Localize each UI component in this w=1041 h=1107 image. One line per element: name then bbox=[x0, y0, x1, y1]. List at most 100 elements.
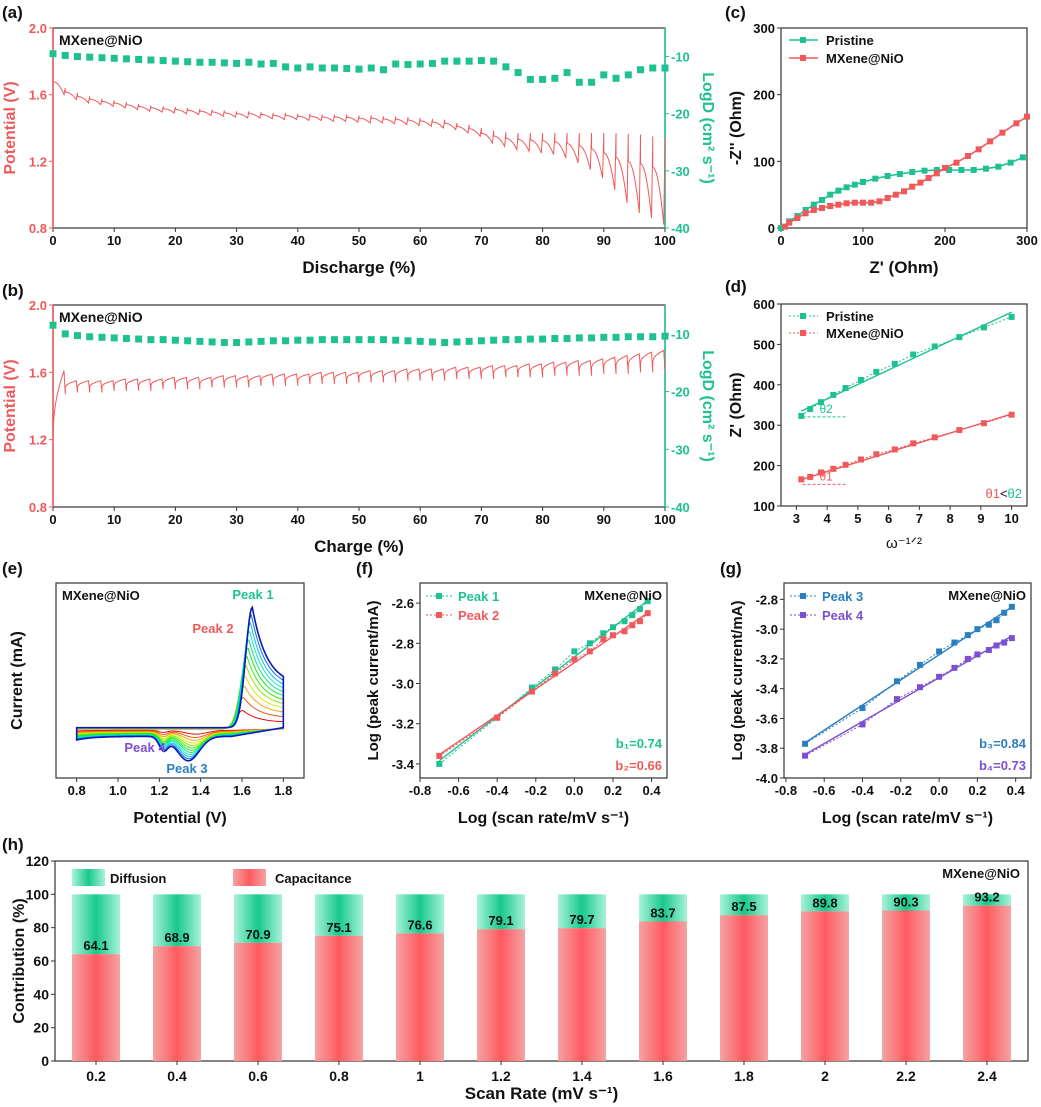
y-axis-title: -Z'' (Ohm) bbox=[728, 91, 745, 165]
x-tick-label: 0.2 bbox=[86, 1068, 106, 1084]
logd-marker bbox=[367, 336, 375, 344]
x-tick-label: 40 bbox=[291, 233, 305, 248]
data-marker bbox=[980, 420, 987, 427]
y-tick-label: 100 bbox=[26, 886, 50, 902]
logd-marker bbox=[624, 333, 632, 341]
logd-marker bbox=[318, 64, 326, 72]
logd-marker bbox=[269, 337, 277, 345]
data-marker bbox=[494, 714, 501, 721]
logd-marker bbox=[649, 64, 657, 72]
logd-marker bbox=[379, 66, 387, 74]
data-marker bbox=[909, 169, 916, 175]
x-axis-title: Discharge (%) bbox=[302, 258, 415, 277]
x-tick-label: 40 bbox=[291, 512, 305, 527]
logd-marker bbox=[428, 338, 436, 346]
legend-label: Pristine bbox=[826, 309, 874, 324]
y-tick-label: 40 bbox=[33, 986, 49, 1002]
data-marker bbox=[827, 203, 834, 209]
y-tick-label: -3.0 bbox=[392, 677, 414, 692]
panel-label: (e) bbox=[2, 559, 23, 578]
x-tick-label: -0.2 bbox=[525, 783, 547, 798]
data-marker bbox=[958, 167, 965, 173]
x-tick-label: 6 bbox=[885, 511, 892, 526]
x-tick-label: -0.4 bbox=[851, 783, 874, 798]
data-marker bbox=[857, 456, 864, 463]
logd-marker bbox=[233, 339, 241, 347]
logd-marker bbox=[355, 65, 363, 73]
logd-marker bbox=[171, 57, 179, 65]
data-marker bbox=[802, 740, 809, 747]
x-tick-label: 80 bbox=[535, 233, 549, 248]
data-marker bbox=[860, 179, 866, 185]
x-tick-label: 0.0 bbox=[565, 783, 583, 798]
logd-marker bbox=[306, 336, 314, 344]
data-marker bbox=[857, 376, 864, 383]
fit-line bbox=[804, 606, 1013, 744]
x-tick-label: -0.2 bbox=[890, 783, 912, 798]
panel-label: (d) bbox=[725, 277, 747, 296]
logd-marker bbox=[122, 55, 130, 63]
legend-swatch-capacitance bbox=[233, 869, 266, 886]
data-marker bbox=[916, 684, 923, 691]
data-marker bbox=[872, 175, 879, 182]
logd-marker bbox=[294, 64, 302, 72]
logd-marker bbox=[257, 60, 265, 68]
sample-label: MXene@NiO bbox=[59, 309, 143, 325]
x-tick-label: 3 bbox=[793, 511, 800, 526]
x-tick-label: 30 bbox=[229, 233, 243, 248]
x-tick-label: 1 bbox=[416, 1068, 424, 1084]
data-marker bbox=[974, 626, 981, 633]
data-marker bbox=[786, 219, 793, 226]
diffusion-bar bbox=[720, 894, 768, 916]
data-marker bbox=[842, 385, 849, 392]
data-marker bbox=[891, 360, 898, 367]
data-marker bbox=[609, 632, 616, 639]
x-tick-label: 0.4 bbox=[167, 1068, 187, 1084]
plot-frame bbox=[419, 582, 668, 779]
data-marker bbox=[892, 191, 899, 198]
y-axis-title: Potential (V) bbox=[2, 81, 19, 174]
data-marker bbox=[644, 610, 651, 617]
y-tick-label: 1.6 bbox=[29, 88, 47, 103]
panel-a: 0 10 20 30 40 50 60 70 80 90 100 0.8 1.2 1.6 2.0 -40 -30… bbox=[2, 3, 716, 277]
data-marker bbox=[842, 461, 849, 468]
x-tick-label: 9 bbox=[977, 511, 984, 526]
logd-marker bbox=[490, 336, 498, 344]
logd-marker bbox=[490, 57, 498, 65]
y-tick-label: 0.8 bbox=[29, 500, 47, 515]
x-axis-title: ω⁻¹ᐟ² bbox=[886, 535, 922, 552]
x-tick-label: 0.2 bbox=[968, 783, 986, 798]
x-tick-label: 100 bbox=[654, 512, 676, 527]
diffusion-bar bbox=[153, 894, 201, 947]
logd-marker bbox=[245, 58, 253, 66]
data-marker bbox=[609, 624, 616, 631]
data-marker bbox=[985, 621, 992, 628]
data-marker bbox=[1001, 609, 1008, 616]
data-marker bbox=[807, 473, 814, 480]
logd-marker bbox=[282, 337, 290, 345]
panel-f: -0.8 -0.6 -0.4 -0.2 0.0 0.2 0.4 -3.4 -3.2 -3.0 -2.… bbox=[356, 559, 668, 827]
data-marker bbox=[974, 651, 981, 658]
data-marker bbox=[819, 205, 825, 211]
logd-marker bbox=[61, 51, 69, 59]
data-marker bbox=[860, 199, 866, 206]
series-dotted-line bbox=[804, 637, 1013, 757]
y-tick-label: 100 bbox=[753, 154, 775, 169]
logd-marker bbox=[61, 330, 69, 338]
data-marker bbox=[1008, 635, 1015, 642]
diffusion-bar bbox=[882, 894, 930, 911]
logd-marker bbox=[208, 58, 216, 66]
legend-marker bbox=[800, 593, 806, 599]
data-marker bbox=[1001, 639, 1008, 646]
data-marker bbox=[951, 664, 958, 671]
cv-curves bbox=[75, 605, 285, 762]
data-marker bbox=[621, 618, 628, 625]
diffusion-bar bbox=[234, 894, 282, 943]
angle-label: θ1 bbox=[819, 469, 833, 483]
diffusion-bar bbox=[72, 894, 120, 955]
data-marker bbox=[859, 705, 866, 712]
data-marker bbox=[843, 184, 850, 191]
data-marker bbox=[946, 167, 953, 173]
y2-tick-label: -40 bbox=[671, 221, 690, 236]
logd-marker bbox=[184, 58, 192, 66]
